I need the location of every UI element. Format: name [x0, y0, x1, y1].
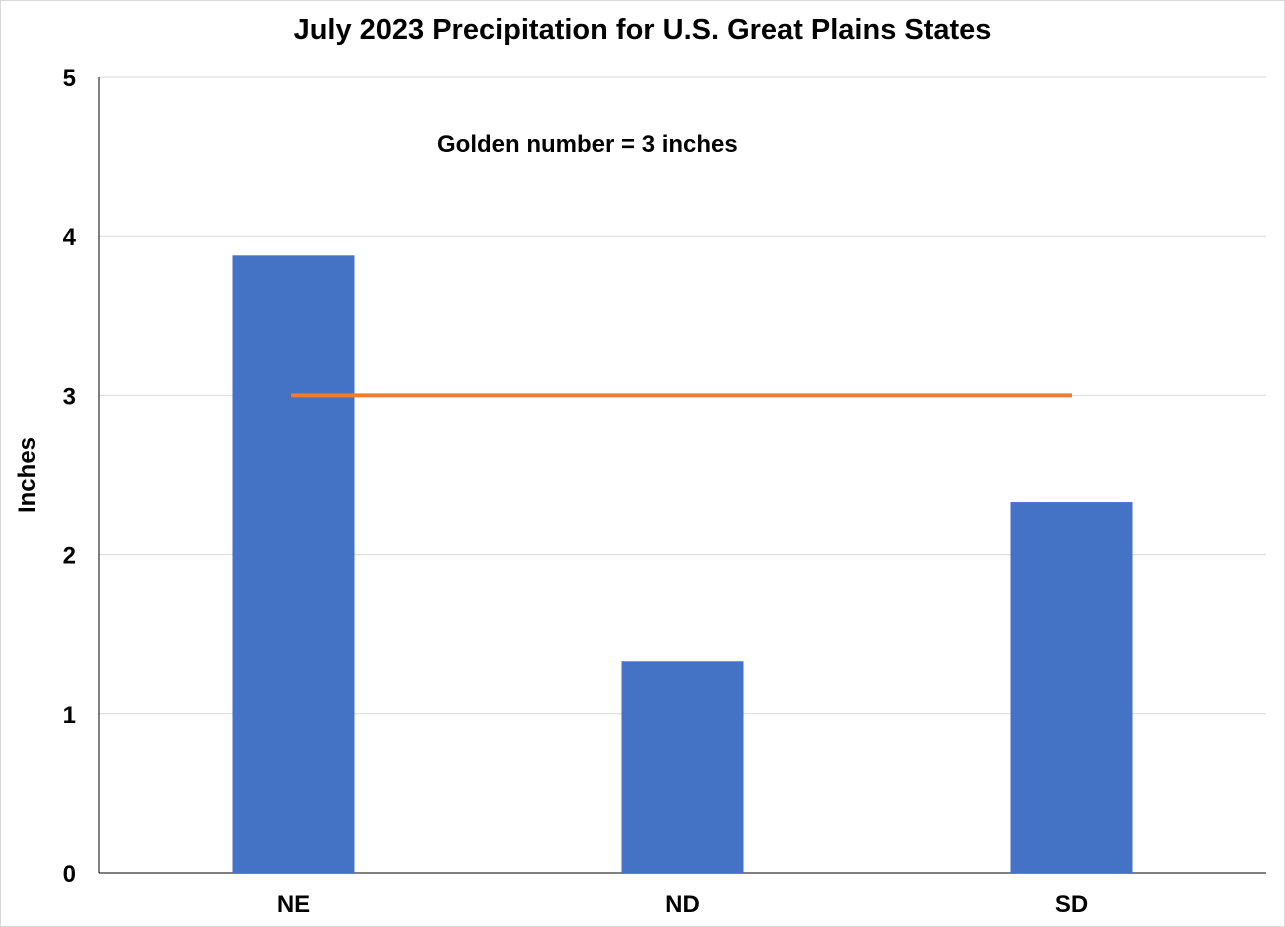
x-tick-label: ND: [665, 891, 700, 918]
y-tick-label: 0: [63, 861, 76, 888]
bar-nd: [621, 661, 744, 873]
y-tick-label: 4: [63, 224, 77, 251]
y-tick-label: 2: [63, 543, 76, 570]
x-tick-label: NE: [277, 891, 310, 918]
golden-number-annotation: Golden number = 3 inches: [437, 131, 738, 158]
y-tick-label: 1: [63, 702, 76, 729]
y-tick-label: 5: [63, 65, 76, 92]
y-tick-label: 3: [63, 383, 76, 410]
chart-title: July 2023 Precipitation for U.S. Great P…: [293, 14, 992, 46]
bar-ne: [232, 255, 355, 873]
x-tick-label: SD: [1055, 891, 1088, 918]
bar-sd: [1010, 502, 1133, 873]
